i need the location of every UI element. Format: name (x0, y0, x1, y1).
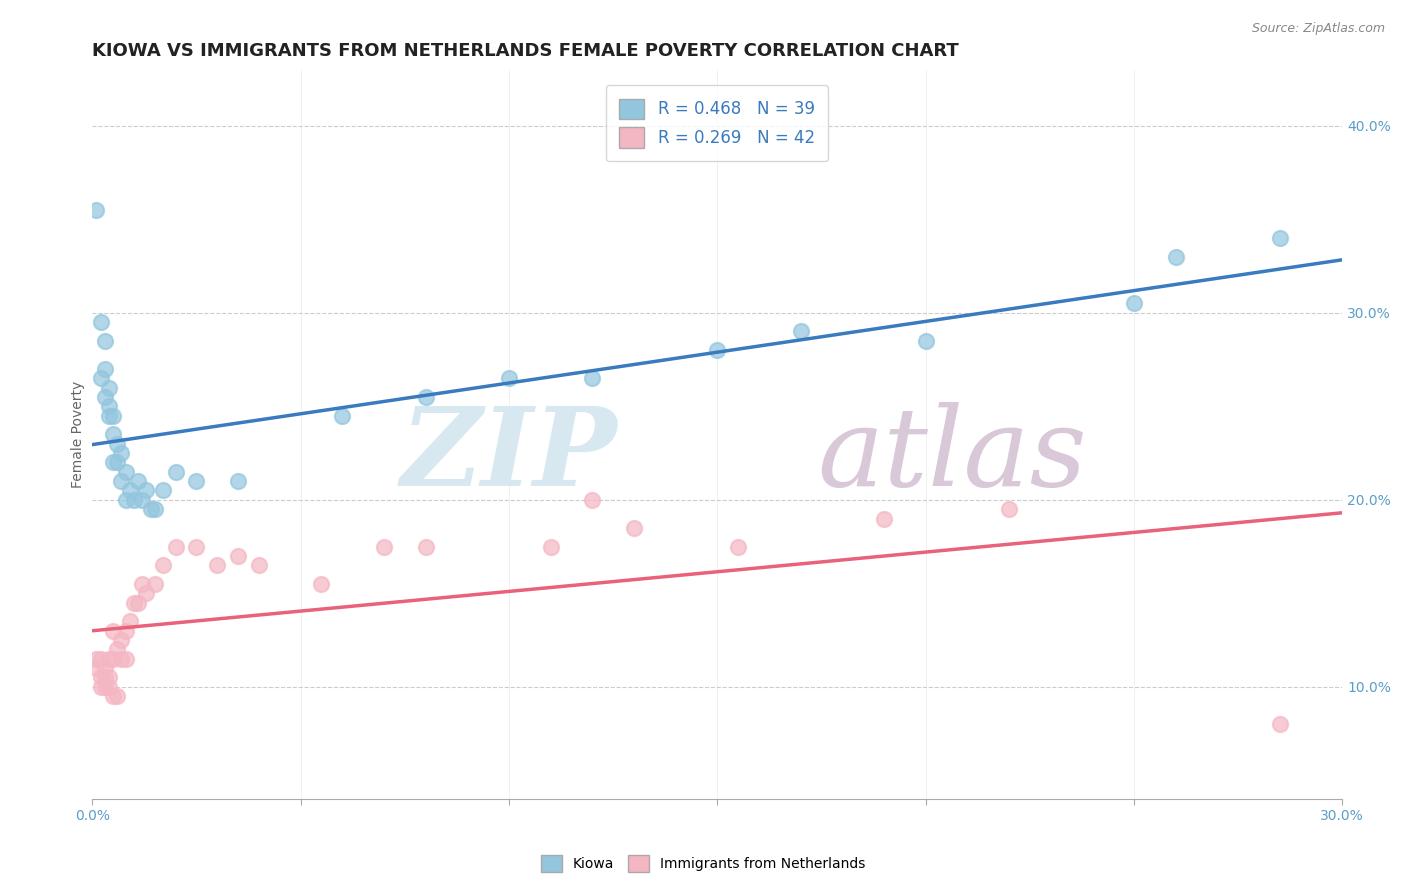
Point (105, 642, 128, 657)
Point (789, 325, 811, 339)
Point (89, 680, 111, 694)
Point (131, 492, 153, 507)
Point (131, 577, 153, 591)
Point (114, 652, 136, 666)
Point (135, 586, 157, 600)
Point (152, 483, 174, 498)
Point (89, 315, 111, 329)
Point (105, 455, 128, 469)
Point (415, 390, 437, 404)
Point (110, 652, 132, 666)
Point (165, 540, 187, 554)
Point (330, 409, 353, 423)
Text: atlas: atlas (817, 402, 1087, 510)
Point (105, 436, 128, 450)
Point (205, 558, 228, 573)
Point (105, 689, 128, 703)
Point (110, 633, 132, 648)
Point (706, 343, 728, 358)
Point (118, 483, 141, 498)
Point (97, 381, 120, 395)
Point (101, 689, 124, 703)
Point (86, 652, 108, 666)
Point (143, 502, 166, 516)
Point (914, 334, 936, 348)
Point (311, 577, 333, 591)
Point (89, 652, 111, 666)
Point (122, 492, 145, 507)
Point (93, 671, 115, 685)
Point (97, 409, 120, 423)
Text: Source: ZipAtlas.com: Source: ZipAtlas.com (1251, 22, 1385, 36)
Point (101, 652, 124, 666)
Text: ZIP: ZIP (401, 402, 617, 510)
Point (1268, 717, 1291, 731)
Point (373, 540, 395, 554)
Point (86, 202, 108, 217)
Point (97, 399, 120, 413)
Point (581, 371, 603, 385)
Point (114, 465, 136, 479)
Point (226, 549, 249, 563)
Point (623, 521, 645, 535)
Point (998, 502, 1021, 516)
Point (247, 558, 270, 573)
Point (152, 558, 174, 573)
Text: KIOWA VS IMMIGRANTS FROM NETHERLANDS FEMALE POVERTY CORRELATION CHART: KIOWA VS IMMIGRANTS FROM NETHERLANDS FEM… (93, 42, 959, 60)
Point (97, 680, 120, 694)
Point (97, 652, 120, 666)
Point (186, 474, 208, 488)
Point (873, 511, 896, 525)
Point (127, 596, 149, 610)
Point (101, 624, 124, 638)
Point (101, 427, 124, 442)
Point (1122, 296, 1144, 310)
Point (127, 474, 149, 488)
Point (110, 446, 132, 460)
Point (581, 492, 603, 507)
Point (93, 334, 115, 348)
Point (101, 409, 124, 423)
Point (415, 540, 437, 554)
Point (165, 465, 187, 479)
Point (114, 624, 136, 638)
Point (93, 390, 115, 404)
Legend: R = 0.468   N = 39, R = 0.269   N = 42: R = 0.468 N = 39, R = 0.269 N = 42 (606, 86, 828, 161)
Legend: Kiowa, Immigrants from Netherlands: Kiowa, Immigrants from Netherlands (536, 850, 870, 878)
Point (122, 596, 145, 610)
Point (93, 661, 115, 675)
Y-axis label: Female Poverty: Female Poverty (72, 381, 86, 488)
Point (727, 540, 749, 554)
Point (139, 502, 162, 516)
Point (540, 540, 562, 554)
Point (93, 362, 115, 376)
Point (498, 371, 520, 385)
Point (110, 474, 132, 488)
Point (118, 615, 141, 629)
Point (89, 671, 111, 685)
Point (114, 492, 136, 507)
Point (89, 371, 111, 385)
Point (1164, 250, 1187, 264)
Point (135, 483, 157, 498)
Point (226, 474, 249, 488)
Point (186, 540, 208, 554)
Point (1268, 231, 1291, 245)
Point (86, 661, 108, 675)
Point (93, 680, 115, 694)
Point (97, 671, 120, 685)
Point (143, 577, 166, 591)
Point (101, 455, 124, 469)
